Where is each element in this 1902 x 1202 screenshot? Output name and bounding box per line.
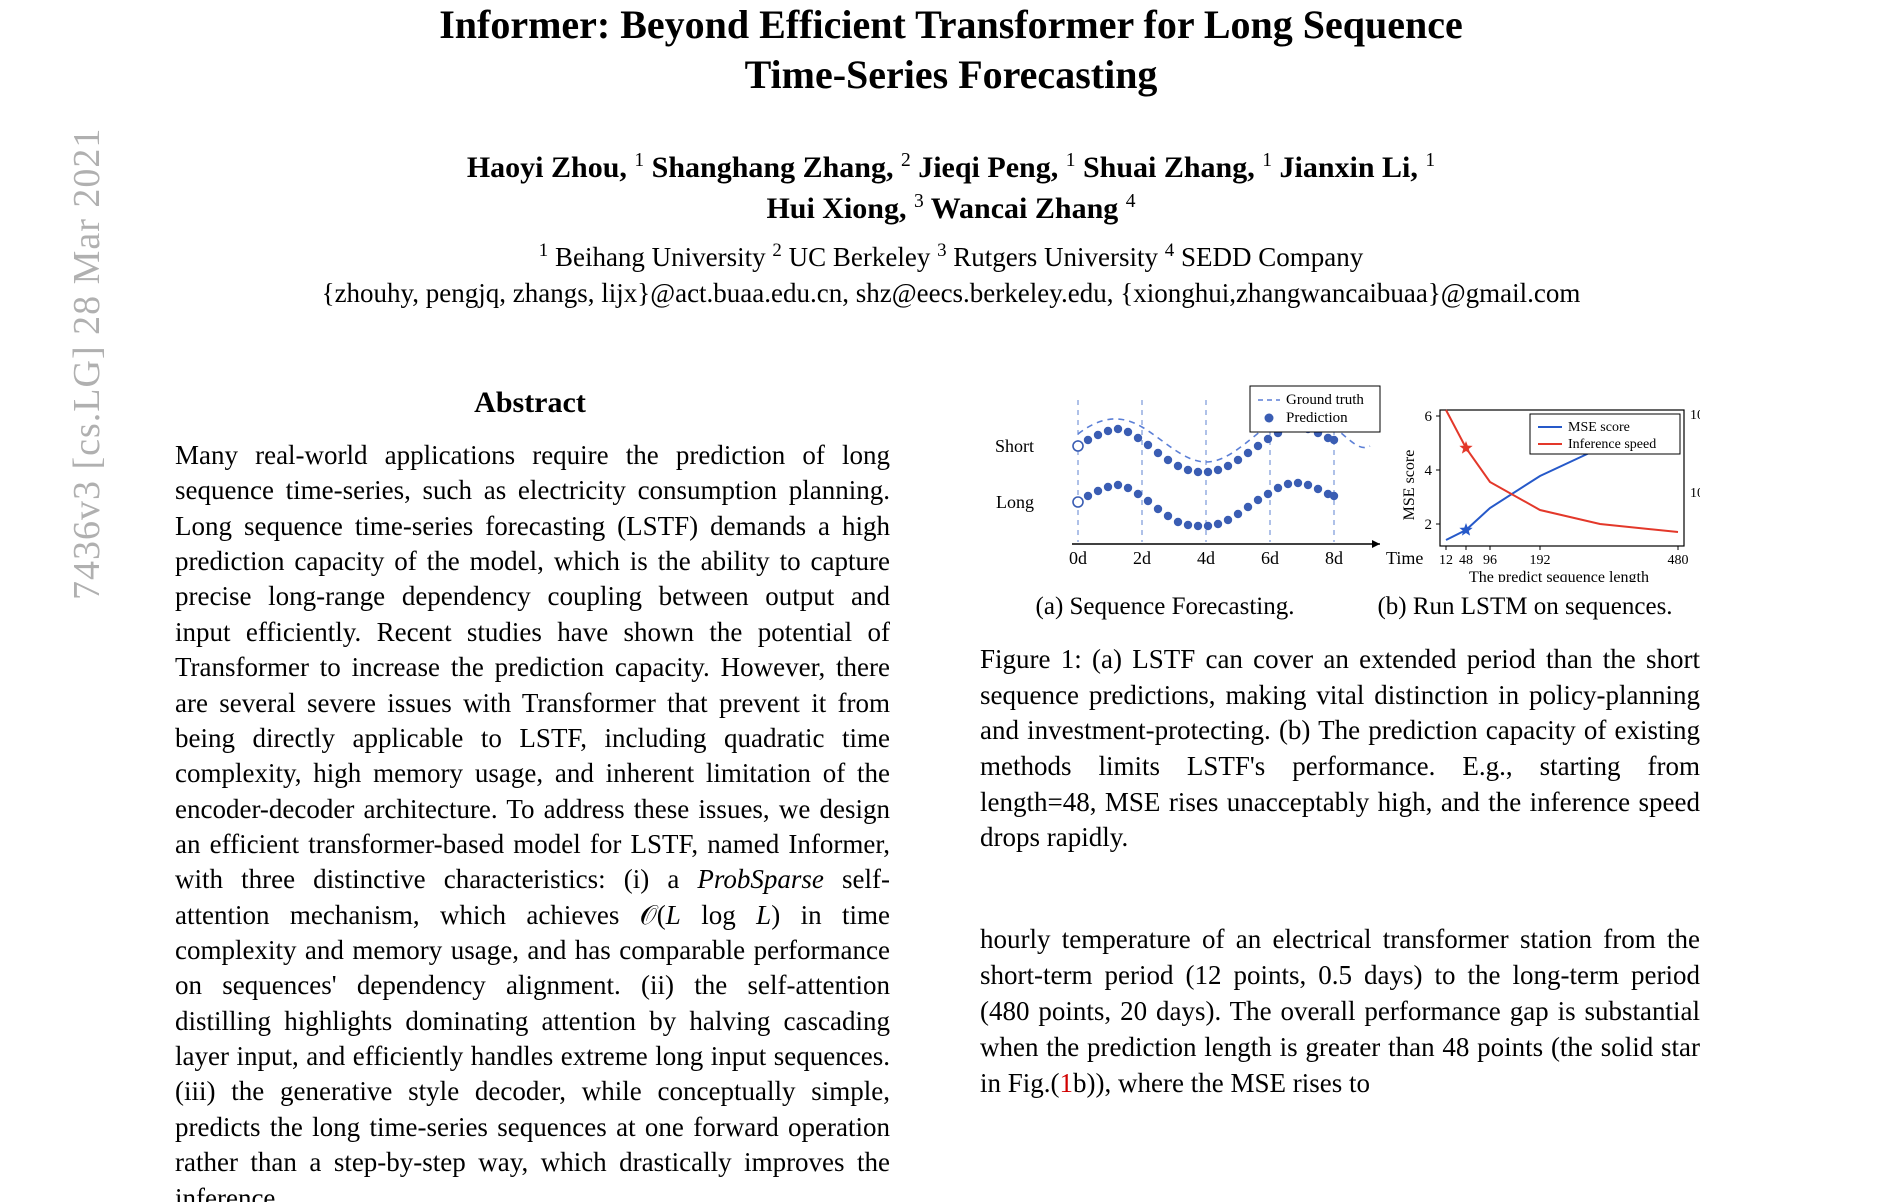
svg-text:2: 2	[1425, 517, 1433, 533]
affil-line-2: {zhouhy, pengjq, zhangs, lijx}@act.buaa.…	[322, 278, 1581, 308]
svg-text:Long: Long	[996, 492, 1034, 512]
figure-1-caption: Figure 1: (a) LSTF can cover an extended…	[980, 642, 1700, 856]
title-line-2: Time-Series Forecasting	[745, 52, 1158, 97]
svg-text:8d: 8d	[1325, 548, 1343, 568]
svg-text:Time: Time	[1386, 548, 1423, 568]
svg-text:10⁰: 10⁰	[1690, 408, 1700, 423]
paper-title: Informer: Beyond Efficient Transformer f…	[0, 0, 1902, 100]
svg-text:4d: 4d	[1197, 548, 1215, 568]
affil-line-1: 1 Beihang University 2 UC Berkeley 3 Rut…	[539, 242, 1363, 272]
figure-1-svg: Short Long 0d 2d 4d 6d 8d Time Ground truth Predi…	[980, 382, 1700, 582]
figure-1b-subcaption: (b) Run LSTM on sequences.	[1350, 593, 1700, 621]
authors-line-1: Haoyi Zhou, 1 Shanghang Zhang, 2 Jieqi P…	[467, 151, 1435, 184]
abstract-body: Many real-world applications require the…	[175, 438, 890, 1202]
svg-text:96: 96	[1483, 553, 1497, 568]
figure-1a-subcaption: (a) Sequence Forecasting.	[980, 593, 1350, 621]
svg-text:Ground truth: Ground truth	[1286, 392, 1364, 408]
svg-text:0d: 0d	[1069, 548, 1087, 568]
svg-text:6d: 6d	[1261, 548, 1279, 568]
figure-1: Short Long 0d 2d 4d 6d 8d Time Ground truth Predi…	[980, 382, 1700, 621]
affiliations: 1 Beihang University 2 UC Berkeley 3 Rut…	[0, 238, 1902, 312]
abstract-heading: Abstract	[175, 386, 885, 420]
svg-text:Short: Short	[995, 436, 1034, 456]
svg-text:480: 480	[1668, 553, 1689, 568]
svg-text:6: 6	[1425, 409, 1433, 425]
svg-text:MSE score: MSE score	[1401, 450, 1418, 521]
intro-body-fragment: hourly temperature of an electrical tran…	[980, 922, 1700, 1102]
title-line-1: Informer: Beyond Efficient Transformer f…	[439, 2, 1463, 47]
svg-text:Inference speed: Inference speed	[1568, 437, 1656, 452]
svg-text:Prediction: Prediction	[1286, 410, 1348, 426]
author-list: Haoyi Zhou, 1 Shanghang Zhang, 2 Jieqi P…	[0, 148, 1902, 229]
svg-text:2d: 2d	[1133, 548, 1151, 568]
svg-text:The predict sequence length: The predict sequence length	[1469, 569, 1649, 582]
svg-text:48: 48	[1459, 553, 1473, 568]
paper-page: 7436v3 [cs.LG] 28 Mar 2021 Informer: Bey…	[0, 0, 1902, 1202]
svg-text:4: 4	[1425, 463, 1433, 479]
svg-text:10⁻¹: 10⁻¹	[1690, 486, 1700, 501]
svg-text:192: 192	[1530, 553, 1551, 568]
authors-line-2: Hui Xiong, 3 Wancai Zhang 4	[766, 192, 1135, 225]
svg-text:MSE score: MSE score	[1568, 420, 1630, 435]
svg-text:12: 12	[1439, 553, 1453, 568]
